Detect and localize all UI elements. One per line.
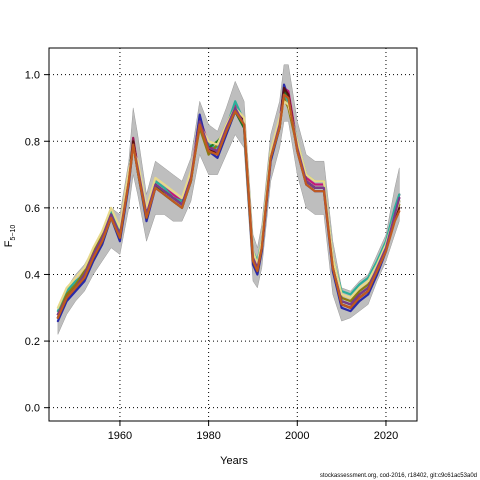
x-axis: 1960 1980 2000 2020: [108, 421, 398, 442]
y-axis: 0.0 0.2 0.4 0.6 0.8 1.0: [25, 70, 49, 415]
y-tick-label: 1.0: [25, 70, 40, 82]
y-tick-label: 0.8: [25, 136, 40, 148]
y-tick-label: 0.0: [25, 403, 40, 415]
plot-area-frame: [48, 47, 418, 422]
y-axis-label-subscript: 5−10: [10, 225, 17, 241]
x-tick-label: 1980: [196, 430, 220, 442]
x-tick-label: 2000: [285, 430, 309, 442]
series-lines: [56, 83, 401, 323]
y-tick-label: 0.2: [25, 336, 40, 348]
series-line-10: [56, 93, 401, 319]
watermark-text: stockassessment.org, cod-2016, r18402, g…: [320, 473, 477, 479]
y-tick-label: 0.6: [25, 203, 40, 215]
y-axis-label: F5−10: [3, 225, 17, 248]
x-tick-label: 2020: [374, 430, 398, 442]
x-axis-label: Years: [220, 455, 248, 467]
y-axis-label-main: F: [3, 240, 15, 247]
grid-lines: [49, 48, 417, 421]
x-tick-label: 1960: [108, 430, 132, 442]
y-tick-label: 0.4: [25, 269, 40, 281]
